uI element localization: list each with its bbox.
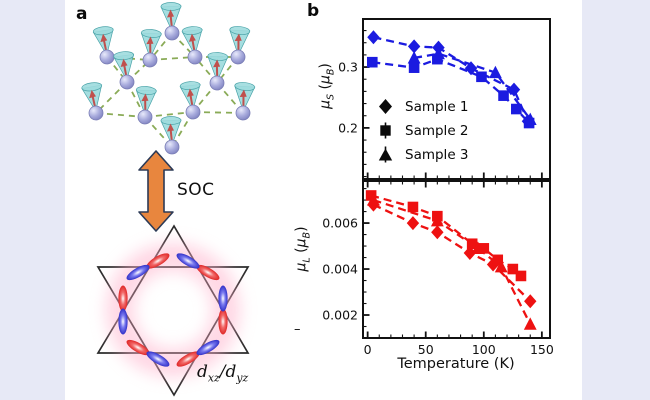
triangle-marker-icon <box>378 146 393 163</box>
legend-item-sample-1: Sample 1 <box>377 98 469 115</box>
soc-label: SOC <box>177 180 215 200</box>
chart-legend: Sample 1 Sample 2 Sample 3 <box>377 98 469 163</box>
svg-text:0.3: 0.3 <box>338 60 358 75</box>
y-axis-title-bottom: μL (μB) <box>293 226 313 272</box>
svg-text:150: 150 <box>530 342 554 357</box>
svg-text:100: 100 <box>472 342 496 357</box>
chart-bottom: 0 50 100 150 0.002 0.004 0.006 <box>322 180 554 357</box>
svg-text:50: 50 <box>418 342 434 357</box>
orbital-label: dxz/dyz <box>197 362 249 385</box>
svg-text:0.006: 0.006 <box>322 216 358 231</box>
pink-glow <box>106 243 240 377</box>
svg-text:0.2: 0.2 <box>338 120 358 135</box>
chart-top: 0.2 0.3 <box>338 18 551 180</box>
panel-b-label: b <box>307 1 320 21</box>
dxz-dyz-orbitals <box>118 253 228 367</box>
square-marker-icon <box>380 122 391 139</box>
legend-label: Sample 2 <box>405 122 469 139</box>
x-axis-title: Temperature (K) <box>397 356 515 372</box>
svg-text:0.002: 0.002 <box>322 308 358 323</box>
soc-double-arrow-icon <box>138 150 174 232</box>
legend-item-sample-2: Sample 2 <box>377 122 469 139</box>
legend-label: Sample 1 <box>405 98 469 115</box>
diamond-marker-icon <box>379 99 392 114</box>
y-axis-title-top: μS (μB) <box>317 63 337 109</box>
star-of-david <box>96 224 250 397</box>
panel-a-label: a <box>76 4 88 24</box>
legend-label: Sample 3 <box>405 146 469 163</box>
svg-text:0.004: 0.004 <box>322 262 358 277</box>
legend-item-sample-3: Sample 3 <box>377 146 469 163</box>
axis-dash-mark: – <box>294 322 301 337</box>
svg-text:0: 0 <box>364 342 372 357</box>
